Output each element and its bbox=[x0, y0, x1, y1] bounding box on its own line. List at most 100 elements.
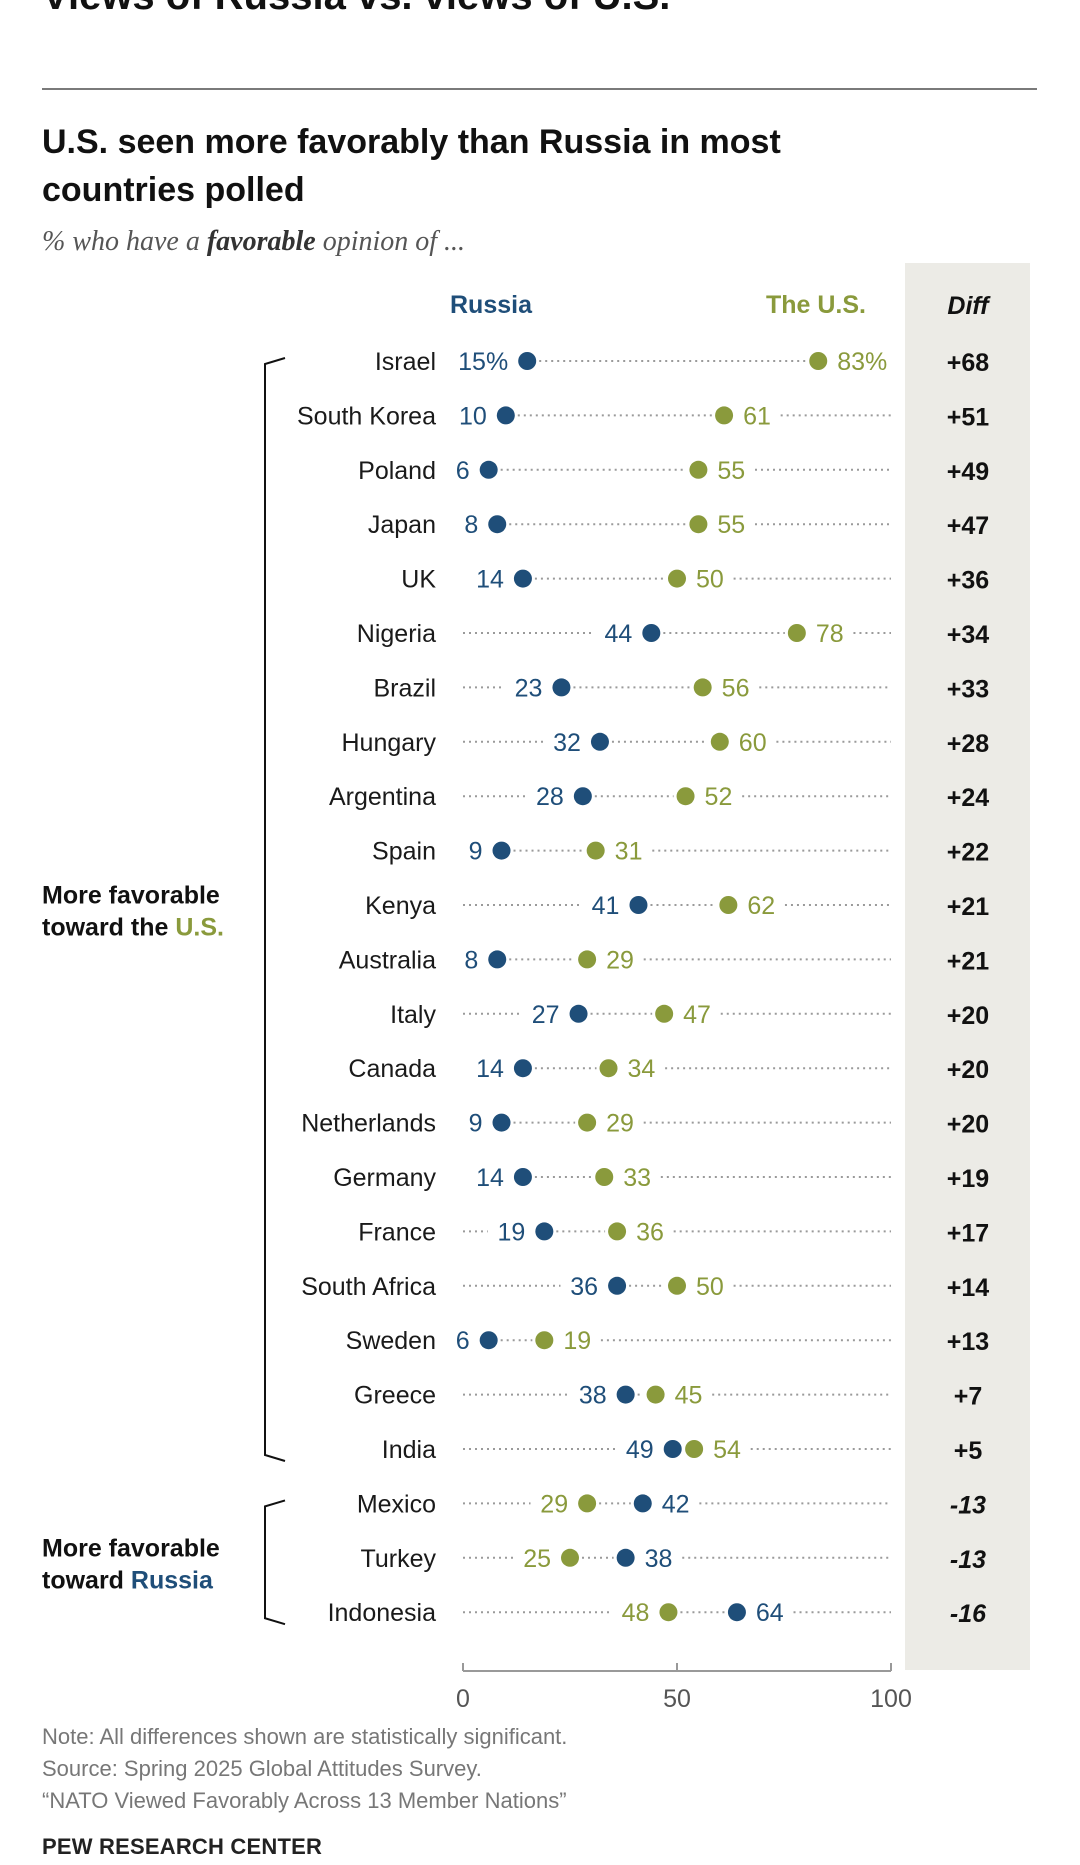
diff-value: +68 bbox=[947, 349, 990, 377]
us-dot bbox=[689, 515, 708, 534]
us-value-label: 29 bbox=[606, 946, 634, 974]
country-label: Indonesia bbox=[328, 1599, 437, 1627]
us-value-label: 33 bbox=[623, 1164, 651, 1192]
us-dot bbox=[561, 1548, 579, 1567]
us-dot bbox=[693, 678, 712, 697]
diff-value: +49 bbox=[947, 458, 989, 486]
us-value-label: 83% bbox=[837, 348, 887, 376]
us-value-label: 61 bbox=[743, 402, 771, 430]
us-dot bbox=[578, 1494, 597, 1513]
diff-value: -13 bbox=[950, 1546, 986, 1574]
russia-dot bbox=[479, 460, 498, 479]
divider-rule bbox=[42, 88, 1037, 90]
us-dot bbox=[689, 460, 708, 479]
diff-value: +20 bbox=[947, 1002, 989, 1030]
russia-dot bbox=[590, 732, 609, 751]
russia-dot bbox=[513, 1168, 532, 1186]
us-dot bbox=[668, 1276, 686, 1295]
us-value-label: 36 bbox=[636, 1218, 664, 1246]
russia-value-label: 8 bbox=[464, 511, 478, 539]
diff-value: +36 bbox=[947, 567, 989, 595]
group-label-prefix: toward bbox=[42, 1566, 131, 1594]
country-label: France bbox=[358, 1218, 436, 1246]
russia-value-label: 32 bbox=[553, 729, 581, 757]
us-value-label: 54 bbox=[713, 1436, 741, 1464]
diff-value: +14 bbox=[947, 1274, 990, 1302]
country-label: UK bbox=[401, 566, 436, 594]
us-value-label: 60 bbox=[739, 729, 767, 757]
russia-dot bbox=[642, 624, 661, 642]
group-label-prefix: toward the bbox=[42, 914, 175, 942]
russia-dot bbox=[608, 1276, 627, 1295]
group-label-line1: More favorable bbox=[42, 1534, 220, 1562]
us-value-label: 78 bbox=[816, 620, 844, 648]
country-label: Germany bbox=[333, 1164, 436, 1192]
x-tick-label: 0 bbox=[456, 1685, 470, 1713]
us-value-label: 56 bbox=[722, 674, 750, 702]
chart-subtitle: % who have a favorable opinion of ... bbox=[42, 226, 465, 258]
report-line: “NATO Viewed Favorably Across 13 Member … bbox=[42, 1788, 567, 1813]
us-dot bbox=[659, 1603, 678, 1622]
us-value-label: 50 bbox=[696, 566, 724, 594]
group-bracket bbox=[264, 1499, 286, 1626]
us-dot bbox=[715, 406, 734, 425]
group-label-highlight: Russia bbox=[131, 1566, 214, 1594]
russia-value-label: 14 bbox=[476, 1164, 504, 1192]
us-dot bbox=[710, 732, 729, 751]
us-value-label: 62 bbox=[747, 892, 775, 920]
chart-title: U.S. seen more favorably than Russia in … bbox=[42, 123, 781, 209]
country-label: Turkey bbox=[361, 1545, 437, 1573]
diff-value: +5 bbox=[954, 1437, 983, 1465]
russia-dot bbox=[492, 1113, 511, 1132]
russia-dot bbox=[663, 1440, 682, 1458]
russia-dot bbox=[727, 1603, 746, 1622]
country-label: Italy bbox=[390, 1001, 436, 1029]
us-value-label: 47 bbox=[683, 1001, 711, 1029]
russia-dot bbox=[616, 1385, 635, 1404]
country-label: Brazil bbox=[373, 674, 436, 702]
russia-dot bbox=[492, 841, 511, 860]
russia-value-label: 36 bbox=[570, 1273, 598, 1301]
russia-dot bbox=[518, 352, 537, 370]
us-dot bbox=[646, 1385, 665, 1404]
russia-dot bbox=[573, 787, 592, 806]
diff-value: +22 bbox=[947, 839, 989, 867]
russia-dot bbox=[488, 950, 507, 969]
country-label: Japan bbox=[368, 511, 436, 539]
x-tick-label: 100 bbox=[870, 1685, 912, 1713]
russia-value-label: 49 bbox=[626, 1436, 654, 1464]
russia-value-label: 23 bbox=[515, 674, 543, 702]
country-label: Kenya bbox=[365, 892, 436, 920]
us-dot bbox=[809, 352, 828, 370]
us-dot bbox=[535, 1331, 554, 1350]
russia-value-label: 8 bbox=[464, 946, 478, 974]
russia-value-label: 38 bbox=[645, 1545, 673, 1573]
subtitle-after: opinion of ... bbox=[315, 226, 466, 257]
us-dot bbox=[578, 950, 597, 969]
group-label-line2: toward Russia bbox=[42, 1566, 214, 1594]
russia-value-label: 27 bbox=[532, 1001, 560, 1029]
diff-value: +28 bbox=[947, 730, 990, 758]
russia-dot bbox=[629, 896, 648, 914]
page-heading: Views of Russia vs. views of U.S. bbox=[42, 0, 670, 19]
russia-value-label: 28 bbox=[536, 783, 564, 811]
us-value-label: 34 bbox=[628, 1055, 656, 1083]
diff-value: +24 bbox=[947, 784, 990, 812]
group-label-line2: toward the U.S. bbox=[42, 914, 224, 942]
diff-value: -13 bbox=[950, 1491, 986, 1519]
us-dot bbox=[599, 1059, 618, 1078]
diff-value: +7 bbox=[954, 1383, 983, 1411]
russia-value-label: 14 bbox=[476, 1055, 504, 1083]
us-value-label: 29 bbox=[540, 1490, 568, 1518]
source-line: Source: Spring 2025 Global Attitudes Sur… bbox=[42, 1756, 482, 1781]
country-label: Israel bbox=[375, 348, 436, 376]
diff-value: +21 bbox=[947, 893, 990, 921]
diff-value: +19 bbox=[947, 1165, 989, 1193]
diff-value: +17 bbox=[947, 1219, 989, 1247]
russia-value-label: 14 bbox=[476, 566, 504, 594]
us-value-label: 55 bbox=[717, 511, 745, 539]
russia-value-label: 9 bbox=[469, 838, 483, 866]
russia-dot bbox=[496, 406, 515, 425]
group-bracket bbox=[264, 357, 286, 1462]
